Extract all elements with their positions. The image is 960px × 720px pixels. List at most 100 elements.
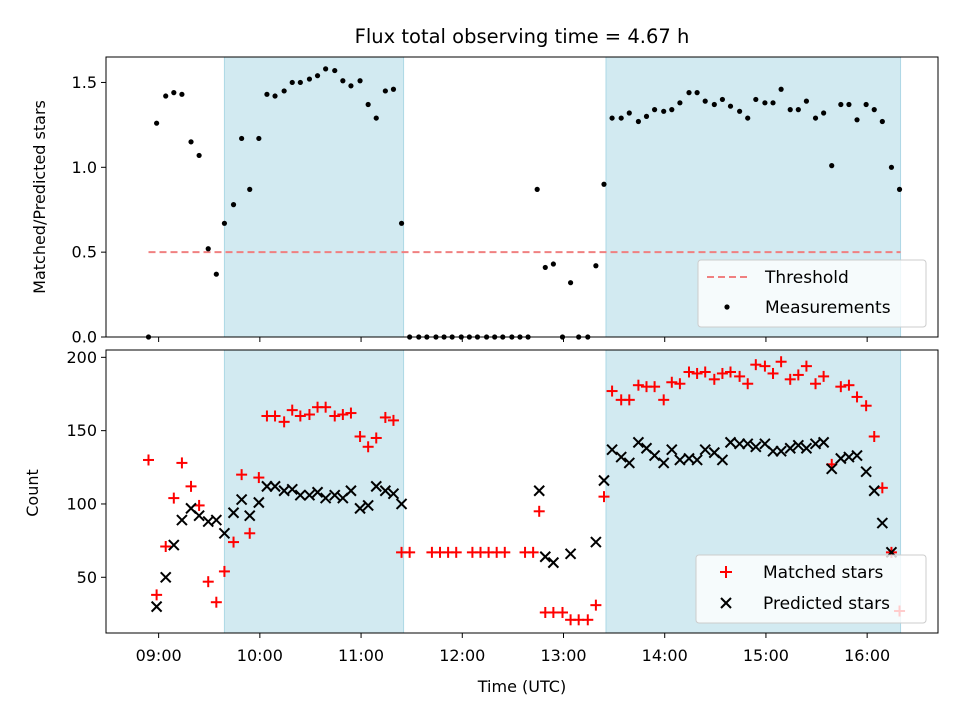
top-y-ticks: 0.0 0.5 1.0 1.5 [72, 73, 106, 347]
bottom-axes-frame [105, 349, 939, 634]
predicted-star-point [303, 489, 316, 501]
measurement-point [550, 261, 556, 267]
matched-star-point [143, 454, 155, 466]
predicted-star-point [244, 509, 256, 522]
predicted-star-point [193, 509, 205, 522]
matched-star-point [716, 367, 728, 379]
matched-star-point [193, 499, 205, 511]
predicted-star-point [370, 480, 382, 493]
measurement-point [247, 186, 253, 192]
predicted-star-point [269, 480, 281, 493]
predicted-star-point [615, 451, 627, 463]
measurement-point [669, 107, 675, 113]
measurement-point [787, 107, 793, 113]
predicted-star-point [218, 527, 231, 539]
measurement-point [239, 135, 245, 142]
bottom-legend: Matched stars Predicted stars [695, 554, 927, 624]
predicted-star-point [362, 499, 374, 512]
measurement-point [601, 181, 607, 187]
legend-matched-swatch [720, 566, 732, 578]
shaded-region [223, 56, 405, 338]
predicted-star-point [817, 436, 830, 449]
predicted-star-point [387, 487, 400, 500]
matched-star-point [876, 482, 888, 494]
x-tick-label: 15:00 [743, 646, 789, 665]
matched-star-point [337, 409, 349, 421]
matched-star-point [851, 391, 863, 403]
matched-star-point [278, 416, 290, 428]
bottom-legend-box [695, 554, 927, 624]
measurement-point [609, 115, 615, 121]
legend-matched-label: Matched stars [763, 563, 883, 583]
x-tick-label: 09:00 [136, 646, 182, 665]
matched-star-point [632, 379, 644, 391]
matched-star-point [742, 378, 754, 390]
measurement-point [711, 101, 717, 108]
top-y-axis-label: Matched/Predicted stars [30, 100, 49, 294]
measurement-point [314, 73, 321, 79]
matched-star-point [708, 373, 720, 385]
measurement-point [196, 152, 202, 159]
predicted-star-point [784, 442, 796, 454]
predicted-star-point [379, 485, 392, 497]
measurement-point [677, 100, 683, 106]
matched-star-point [387, 414, 399, 426]
measurement-point [727, 103, 734, 109]
measurement-point [838, 101, 844, 108]
predicted-star-point [533, 485, 545, 497]
measurement-point [357, 78, 363, 84]
predicted-star-point [674, 454, 686, 466]
measurement-point [348, 83, 354, 89]
measurement-point [154, 120, 160, 126]
measurement-point [205, 246, 211, 252]
predicted-star-point [210, 514, 223, 526]
measurement-point [753, 96, 759, 103]
matched-star-point [810, 378, 822, 390]
top-legend: Threshold Measurements [697, 259, 927, 328]
matched-star-point [582, 614, 594, 626]
measurement-point [770, 100, 776, 106]
matched-star-point [800, 360, 812, 372]
predicted-star-point [742, 438, 754, 450]
predicted-star-point [590, 536, 602, 548]
matched-star-point [320, 401, 332, 413]
matched-star-point [725, 366, 737, 378]
measurement-point [626, 110, 632, 116]
predicted-star-point [564, 548, 577, 560]
measurement-point [888, 164, 895, 170]
predicted-star-point [775, 445, 787, 457]
bottom-panel: 50 100 150 200 09:00 10:00 11:00 12:00 13:00 14:… [23, 348, 939, 696]
matched-star-point [623, 394, 635, 406]
measurement-point [762, 100, 768, 106]
matched-star-point [404, 546, 416, 558]
measurement-point [213, 271, 219, 277]
matched-star-point [236, 469, 248, 481]
predicted-star-point [286, 483, 298, 496]
measurement-point [661, 108, 667, 114]
predicted-star-point [294, 489, 307, 501]
predicted-star-point [319, 492, 332, 504]
matched-star-point [176, 457, 188, 469]
matched-star-point [202, 576, 214, 588]
measurement-point [778, 86, 784, 92]
matched-star-point [370, 432, 382, 444]
x-tick-label: 11:00 [338, 646, 384, 665]
y-tick-label: 0.0 [72, 328, 97, 347]
matched-star-point [649, 381, 661, 393]
measurement-point [332, 67, 338, 74]
matched-star-point [294, 410, 306, 422]
measurement-point [382, 88, 388, 94]
measurement-point [879, 118, 885, 125]
y-tick-label: 100 [66, 494, 97, 513]
matched-star-point [556, 606, 568, 618]
measurement-point [795, 107, 801, 113]
bottom-y-ticks: 50 100 150 200 [66, 348, 106, 587]
measurement-point [871, 107, 877, 113]
matched-star-point [362, 441, 374, 453]
matched-star-point [734, 370, 746, 382]
matched-star-point [674, 378, 686, 390]
matched-star-point [151, 589, 163, 601]
measurement-point [256, 135, 262, 142]
predicted-star-point [666, 444, 678, 456]
legend-measurements-label: Measurements [765, 298, 891, 318]
